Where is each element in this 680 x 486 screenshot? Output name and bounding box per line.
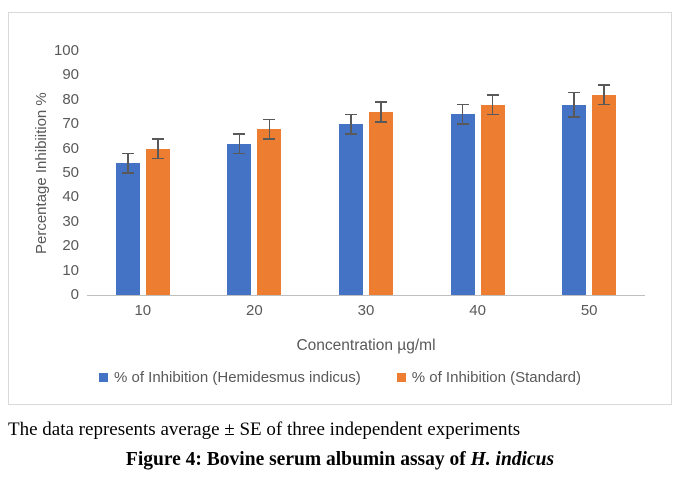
x-axis-title: Concentration µg/ml: [296, 337, 436, 354]
chart: Percentage Inhibiition % 0 10 20 30 40 50 60 70…: [8, 12, 672, 405]
y-tick-label: 40: [62, 188, 79, 206]
figure-caption: Figure 4: Bovine serum albumin assay of …: [0, 449, 680, 471]
bar-standard: [592, 94, 617, 295]
error-bar-cap-top: [375, 101, 387, 103]
y-tick-label: 90: [62, 66, 79, 84]
legend-label: % of Inhibition (Standard): [411, 369, 582, 386]
bar-standard: [257, 129, 282, 295]
y-tick-label: 50: [62, 164, 79, 181]
error-bar-line: [127, 153, 129, 173]
bar-sample: [115, 163, 140, 295]
error-bar-line: [491, 94, 494, 115]
error-bar-cap-top: [233, 133, 246, 135]
error-bar-cap-top: [568, 91, 581, 94]
legend-item-sample: % of Inhibition (Hemidesmus indicus): [98, 369, 361, 386]
legend-swatch-icon: [396, 373, 406, 382]
error-bar-cap-bottom: [151, 157, 164, 160]
error-bar-cap-bottom: [121, 172, 134, 174]
error-bar-cap-bottom: [233, 152, 246, 155]
error-bar-cap-bottom: [456, 123, 469, 125]
error-bar-line: [157, 138, 159, 159]
error-bar-line: [461, 104, 464, 125]
y-tick-label: 100: [53, 42, 79, 59]
legend-item-standard: % of Inhibition (Standard): [396, 369, 582, 386]
bar-standard: [145, 148, 170, 295]
error-bar-cap-top: [121, 152, 134, 155]
legend-label: % of Inhibition (Hemidesmus indicus): [113, 369, 361, 386]
figure-caption-text: Figure 4: Bovine serum albumin assay of: [125, 449, 466, 470]
error-bar-line: [350, 114, 352, 134]
error-bar-cap-top: [598, 84, 611, 86]
legend-swatch-icon: [98, 373, 108, 382]
error-bar-cap-bottom: [568, 116, 581, 118]
error-bar-cap-top: [345, 113, 357, 116]
bar-standard: [369, 112, 393, 295]
legend: % of Inhibition (Hemidesmus indicus) % of…: [9, 369, 671, 386]
error-bar-line: [268, 119, 271, 139]
error-bar-cap-bottom: [375, 121, 387, 123]
y-tick-label: 70: [62, 115, 79, 133]
error-bar-line: [603, 85, 605, 105]
x-tick-label: 50: [580, 302, 598, 319]
error-bar-cap-top: [456, 103, 469, 106]
error-bar-cap-bottom: [598, 103, 611, 106]
y-tick-label: 80: [62, 90, 79, 108]
x-tick-label: 40: [469, 302, 486, 319]
error-bar-cap-top: [151, 138, 164, 140]
figure-caption-species: H. indicus: [470, 449, 555, 470]
error-bar-cap-bottom: [486, 113, 499, 116]
x-tick-label: 30: [357, 302, 375, 319]
error-bar-line: [380, 102, 382, 122]
bar-sample: [227, 143, 252, 295]
x-axis-line: [87, 295, 645, 296]
error-bar-cap-bottom: [263, 138, 276, 140]
bar-sample: [562, 104, 587, 295]
caption-note: The data represents average ± SE of thre…: [8, 419, 521, 440]
y-tick-label: 30: [62, 212, 79, 230]
x-tick-label: 10: [134, 302, 152, 319]
error-bar-cap-top: [486, 94, 499, 96]
bar-standard: [480, 104, 505, 295]
bar-sample: [339, 124, 363, 295]
error-bar-line: [238, 133, 241, 154]
y-tick-label: 10: [62, 261, 79, 279]
y-tick-label: 60: [62, 139, 79, 157]
bar-sample: [450, 114, 475, 295]
error-bar-cap-bottom: [345, 133, 357, 135]
x-tick-label: 20: [246, 302, 263, 319]
error-bar-line: [573, 92, 575, 117]
error-bar-cap-top: [263, 118, 276, 121]
y-tick-label: 20: [62, 237, 79, 255]
y-tick-label: 0: [70, 286, 79, 303]
